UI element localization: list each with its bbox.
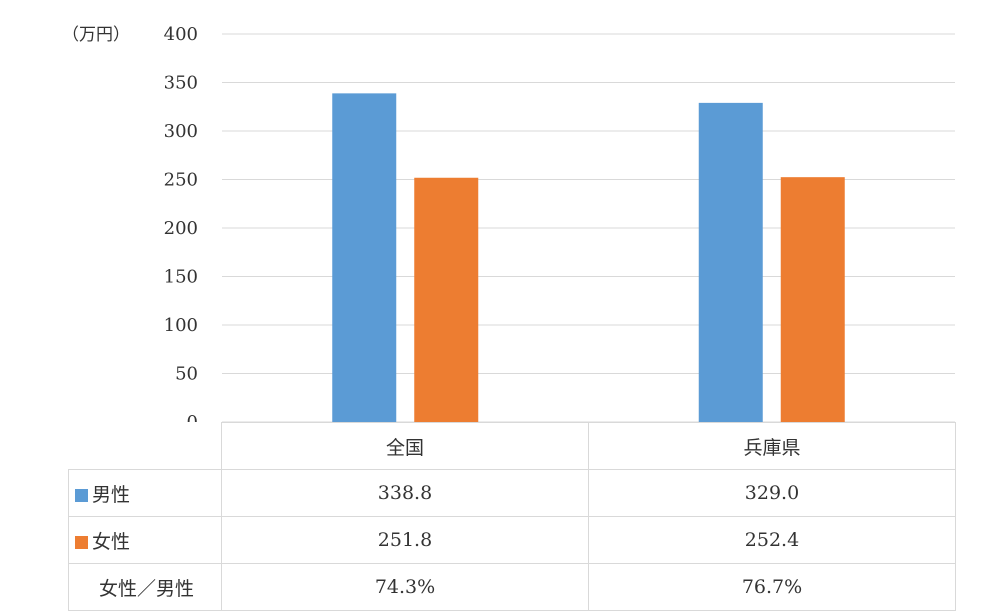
table-cell: 74.3% [221,563,589,611]
y-tick-label: 300 [164,121,198,142]
bar [414,177,479,422]
y-tick-label: 150 [164,267,198,288]
legend-swatch-female [75,535,88,549]
y-tick-label: 400 [164,24,198,45]
table-corner [68,422,222,470]
table-cell: 76.7% [588,563,956,611]
table-cell: 251.8 [221,516,589,564]
data-table-row: 女性／男性 74.3% 76.7% [68,563,956,611]
y-axis-unit-label: （万円） [62,25,130,45]
legend-label: 女性 [92,530,131,553]
ratio-row-label: 女性／男性 [68,563,222,611]
legend-label: 男性 [92,483,131,506]
data-table-row: 男性 338.8 329.0 [68,469,956,517]
y-tick-label: 350 [164,73,198,94]
y-tick-label: 0 [187,412,198,422]
category-label: 全国 [221,422,589,470]
bar [332,93,397,422]
y-tick-label: 100 [164,315,198,336]
table-cell: 338.8 [221,469,589,517]
bar [780,177,845,422]
y-tick-label: 250 [164,170,198,191]
y-tick-label: 50 [175,364,198,385]
table-cell: 329.0 [588,469,956,517]
bar [698,102,763,422]
legend-entry-male: 男性 [68,469,222,517]
y-tick-label: 200 [164,218,198,239]
bar-chart: 0 50 100 150 200 250 300 350 400 [164,24,955,422]
legend-entry-female: 女性 [68,516,222,564]
data-table-header-row: 全国 兵庫県 [68,422,956,470]
legend-swatch-male [75,488,88,502]
table-cell: 252.4 [588,516,956,564]
category-label: 兵庫県 [588,422,956,470]
data-table: 全国 兵庫県 男性 338.8 329.0 女性 251.8 252.4 女性／… [68,422,956,611]
data-table-row: 女性 251.8 252.4 [68,516,956,564]
